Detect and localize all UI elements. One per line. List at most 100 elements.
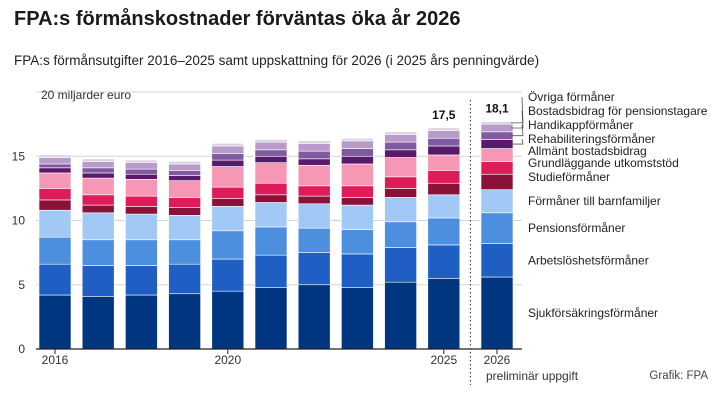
bar-segment [168, 293, 201, 350]
bar-segment [211, 230, 245, 260]
bar-segment [297, 227, 331, 253]
x-tick-label: 2020 [214, 353, 241, 367]
bar-segment [297, 150, 331, 160]
forecast-label: preliminär uppgift [486, 369, 579, 383]
bar-segment [211, 143, 245, 147]
bar-segment [38, 188, 72, 201]
bar-segment [211, 198, 245, 207]
unit-label: 20 miljarder euro [41, 88, 131, 102]
bar-segment [254, 254, 288, 288]
bar-segment [125, 239, 158, 266]
bar-segment [297, 158, 331, 166]
bar-2017 [81, 158, 115, 350]
bar-segment [427, 170, 461, 184]
bar-segment [297, 143, 331, 152]
bar-segment [341, 137, 374, 142]
bar-segment [254, 202, 288, 228]
legend-label: Handikappförmåner [528, 118, 633, 132]
bar-segment [297, 195, 331, 205]
bar-segment [427, 278, 461, 350]
bar-segment [81, 167, 115, 174]
axis: 0 5 10 15 2016 2020 2025 2026 17,5 18,1 [12, 100, 522, 385]
bar-segment [125, 195, 158, 207]
bar-segment [480, 121, 514, 125]
bar-segment [38, 209, 72, 238]
bar-segment [38, 167, 72, 174]
bar-segment [125, 206, 158, 215]
bar-segment [427, 145, 461, 156]
bar-segment [168, 175, 201, 181]
bar-segment [254, 194, 288, 203]
legend-label: Övriga förmåner [528, 90, 615, 104]
bar-segment [38, 154, 72, 158]
bar-segment [125, 159, 158, 163]
bar-segment [427, 244, 461, 279]
bar-segment [38, 199, 72, 211]
bar-segment [480, 276, 514, 350]
bar-2019 [168, 161, 201, 350]
bar-segment [168, 197, 201, 208]
x-tick-label: 2026 [484, 353, 511, 367]
bar-segment [81, 172, 115, 179]
bar-segment [384, 149, 417, 158]
legend: Sjukförsäkringsförmåner Arbetslöshetsförm… [511, 90, 708, 320]
bar-segment [81, 204, 115, 214]
y-tick-label: 10 [12, 214, 26, 228]
chart-subtitle: FPA:s förmånsutgifter 2016–2025 samt upp… [14, 53, 540, 68]
bar-segment [297, 284, 331, 350]
bar-segment [341, 287, 374, 350]
legend-label: Allmänt bostadsbidrag [528, 144, 647, 158]
bar-segment [254, 162, 288, 184]
bar-segment [81, 161, 115, 169]
legend-label: Studieförmåner [528, 170, 610, 184]
bar-segment [480, 161, 514, 175]
bar-segment [81, 177, 115, 196]
legend-connector [511, 124, 524, 137]
y-tick-label: 5 [18, 278, 25, 292]
bar-segment [297, 203, 331, 229]
bar-segment [168, 207, 201, 216]
bar-segment [384, 197, 417, 223]
bar-segment [125, 173, 158, 180]
bar-2021 [254, 139, 288, 350]
bar-segment [254, 149, 288, 157]
bar-segment [38, 172, 72, 189]
bar-2026 [480, 121, 514, 350]
bar-segment [125, 179, 158, 197]
bar-segment [341, 197, 374, 206]
bar-segment [211, 159, 245, 167]
bar-segment [341, 140, 374, 149]
bar-segment [38, 263, 72, 296]
bar-2024 [384, 131, 417, 350]
bar-segment [480, 123, 514, 133]
bar-segment [125, 294, 158, 350]
bar-segment [211, 153, 245, 161]
bar-segment [211, 206, 245, 232]
bar-segment [480, 243, 514, 278]
chart-title: FPA:s förmånskostnader förväntas öka år … [14, 8, 461, 30]
bar-segment [480, 131, 514, 140]
bar-segment [427, 154, 461, 171]
bar-2025 [427, 127, 461, 350]
bar-2023 [341, 137, 374, 350]
bar-segment [81, 239, 115, 266]
bar-segment [81, 265, 115, 297]
bar-segment [211, 166, 245, 188]
bar-segment [125, 265, 158, 296]
bar-segment [81, 194, 115, 206]
bar-segment [384, 134, 417, 143]
legend-connector [511, 110, 524, 129]
bar-segment [297, 140, 331, 144]
bar-segment [168, 239, 201, 265]
bar-segment [384, 157, 417, 178]
bar-2022 [297, 140, 331, 350]
legend-label: Sjukförsäkringsförmåner [528, 306, 658, 320]
bar-segment [38, 163, 72, 169]
legend-label: Arbetslöshetsförmåner [528, 253, 649, 267]
bar-segment [384, 221, 417, 248]
bar-segment [211, 186, 245, 199]
bar-segment [427, 182, 461, 196]
bar-segment [427, 137, 461, 147]
bar-segment [254, 287, 288, 350]
